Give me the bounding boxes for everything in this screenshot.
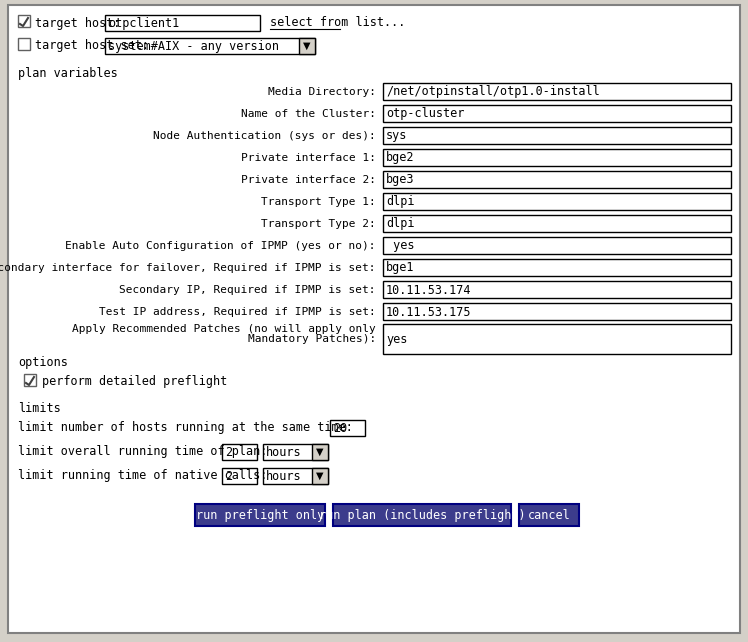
Text: perform detailed preflight: perform detailed preflight	[42, 376, 227, 388]
Text: 2: 2	[225, 470, 232, 483]
Bar	[18, 15, 30, 27]
Bar	[383, 171, 731, 188]
Bar	[330, 420, 365, 436]
Bar	[263, 468, 328, 484]
Text: select from list...: select from list...	[270, 17, 405, 30]
Bar	[24, 374, 36, 386]
Bar	[383, 149, 731, 166]
Bar	[312, 468, 328, 484]
Bar	[383, 127, 731, 144]
Text: bge3: bge3	[386, 173, 414, 186]
Bar	[105, 38, 315, 54]
Text: Secondary interface for failover, Required if IPMP is set:: Secondary interface for failover, Requir…	[0, 263, 376, 273]
Text: Mandatory Patches):: Mandatory Patches):	[248, 334, 376, 344]
Text: Transport Type 2:: Transport Type 2:	[261, 219, 376, 229]
Bar	[222, 468, 257, 484]
Text: 20: 20	[333, 422, 347, 435]
Bar	[383, 237, 731, 254]
Text: ▼: ▼	[316, 471, 324, 481]
Bar	[383, 281, 731, 298]
Text: hours: hours	[266, 446, 301, 459]
Bar	[383, 105, 731, 122]
Bar	[18, 38, 30, 50]
Text: Private interface 1:: Private interface 1:	[241, 153, 376, 163]
Text: Media Directory:: Media Directory:	[268, 87, 376, 97]
Text: run plan (includes preflight): run plan (includes preflight)	[319, 509, 525, 522]
Text: limit overall running time of plan:: limit overall running time of plan:	[18, 446, 267, 458]
Text: Enable Auto Configuration of IPMP (yes or no):: Enable Auto Configuration of IPMP (yes o…	[66, 241, 376, 251]
Text: ▼: ▼	[303, 41, 310, 51]
Text: yes: yes	[386, 333, 408, 345]
Bar	[519, 504, 579, 526]
Text: dlpi: dlpi	[386, 196, 414, 209]
Text: Private interface 2:: Private interface 2:	[241, 175, 376, 185]
Bar	[263, 444, 328, 460]
Bar	[105, 15, 260, 31]
Bar	[333, 504, 511, 526]
Bar	[383, 303, 731, 320]
Text: Name of the Cluster:: Name of the Cluster:	[241, 109, 376, 119]
Bar	[383, 259, 731, 276]
Text: hours: hours	[266, 470, 301, 483]
Text: bge1: bge1	[386, 261, 414, 275]
Bar	[383, 324, 731, 354]
Text: Apply Recommended Patches (no will apply only: Apply Recommended Patches (no will apply…	[73, 324, 376, 334]
Text: system#AIX - any version: system#AIX - any version	[108, 40, 279, 53]
Bar	[195, 504, 325, 526]
Text: run preflight only: run preflight only	[196, 509, 324, 522]
Text: limit running time of native calls:: limit running time of native calls:	[18, 469, 267, 483]
Bar	[312, 444, 328, 460]
Text: limit number of hosts running at the same time:: limit number of hosts running at the sam…	[18, 422, 353, 435]
Text: Test IP address, Required if IPMP is set:: Test IP address, Required if IPMP is set…	[99, 307, 376, 317]
Text: options: options	[18, 356, 68, 369]
Text: otp-cluster: otp-cluster	[386, 107, 465, 121]
Text: yes: yes	[386, 239, 414, 252]
Text: cancel: cancel	[527, 509, 571, 522]
Text: limits: limits	[18, 402, 61, 415]
Text: 2: 2	[225, 446, 232, 459]
Text: 10.11.53.174: 10.11.53.174	[386, 284, 471, 297]
Bar	[222, 444, 257, 460]
Bar	[383, 83, 731, 100]
Text: Secondary IP, Required if IPMP is set:: Secondary IP, Required if IPMP is set:	[120, 285, 376, 295]
Text: bge2: bge2	[386, 152, 414, 164]
Text: sys: sys	[386, 130, 408, 143]
Text: otpclient1: otpclient1	[108, 17, 180, 30]
Text: Transport Type 1:: Transport Type 1:	[261, 197, 376, 207]
Bar	[383, 215, 731, 232]
Text: ▼: ▼	[316, 447, 324, 457]
Bar	[299, 38, 315, 54]
Text: plan variables: plan variables	[18, 67, 117, 80]
Text: 10.11.53.175: 10.11.53.175	[386, 306, 471, 318]
Bar	[383, 193, 731, 210]
Text: /net/otpinstall/otp1.0-install: /net/otpinstall/otp1.0-install	[386, 85, 600, 98]
Text: Node Authentication (sys or des):: Node Authentication (sys or des):	[153, 131, 376, 141]
Text: target host:: target host:	[35, 17, 120, 30]
Text: dlpi: dlpi	[386, 218, 414, 230]
Text: target host set:: target host set:	[35, 40, 149, 53]
